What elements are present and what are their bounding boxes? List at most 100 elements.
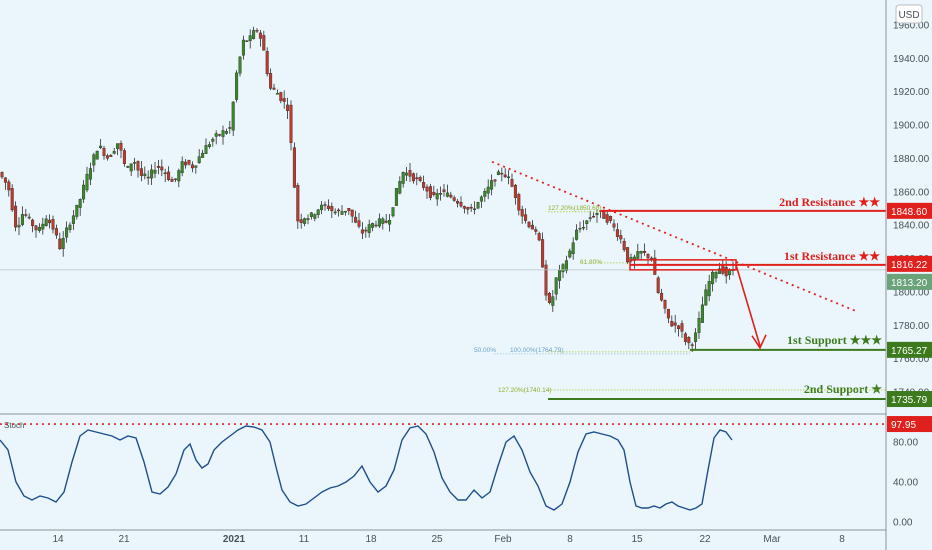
candle bbox=[381, 216, 385, 230]
candle-body bbox=[190, 164, 194, 169]
candle-body bbox=[82, 184, 86, 200]
candle-body bbox=[490, 180, 494, 190]
candle bbox=[343, 210, 347, 216]
candle bbox=[490, 174, 494, 196]
candle bbox=[473, 201, 477, 215]
candle bbox=[105, 153, 109, 161]
candle-body bbox=[306, 218, 310, 220]
candle-body bbox=[520, 209, 524, 217]
candle bbox=[126, 165, 130, 169]
candle-body bbox=[377, 218, 381, 227]
candle bbox=[660, 288, 664, 302]
resistance-1-badge-bg bbox=[887, 255, 932, 272]
candle-body bbox=[224, 131, 228, 134]
candle-body bbox=[303, 218, 307, 224]
stochastic-panel bbox=[0, 423, 886, 511]
candle bbox=[401, 171, 405, 188]
candle-body bbox=[425, 186, 429, 192]
candle-body bbox=[432, 191, 436, 195]
candle bbox=[354, 210, 358, 224]
candle bbox=[231, 100, 235, 137]
candle-body bbox=[343, 210, 347, 213]
candle-body bbox=[170, 179, 174, 182]
candle bbox=[442, 183, 446, 197]
candle bbox=[649, 256, 653, 262]
candle bbox=[503, 168, 507, 179]
candle bbox=[347, 207, 351, 215]
candle-body bbox=[214, 133, 218, 137]
support-1-badge: 1765.27 bbox=[887, 341, 932, 358]
candle bbox=[330, 202, 334, 219]
candle bbox=[129, 163, 133, 177]
candle bbox=[214, 130, 218, 145]
candle-body bbox=[187, 160, 191, 165]
candle bbox=[486, 179, 490, 200]
candle-body bbox=[371, 223, 375, 228]
candle-body bbox=[687, 337, 691, 344]
candle bbox=[612, 219, 616, 232]
candle-body bbox=[112, 151, 116, 154]
candle bbox=[656, 275, 660, 294]
candle bbox=[309, 211, 313, 220]
candle-body bbox=[146, 176, 150, 179]
candle-body bbox=[636, 251, 640, 259]
candle bbox=[320, 201, 324, 215]
candle bbox=[180, 156, 184, 177]
candle-body bbox=[578, 228, 582, 230]
time-axis-tick: 8 bbox=[839, 534, 845, 545]
candle-body bbox=[588, 217, 592, 219]
candle-body bbox=[197, 156, 201, 164]
candle bbox=[71, 209, 75, 230]
candle bbox=[462, 205, 466, 214]
price-axis-tick: 1860.00 bbox=[893, 187, 930, 198]
candle-body bbox=[299, 219, 303, 223]
price-candles bbox=[0, 26, 735, 353]
candle bbox=[469, 203, 473, 212]
time-axis-tick: 14 bbox=[52, 534, 64, 545]
candle bbox=[54, 224, 58, 239]
candle bbox=[204, 138, 208, 155]
candle-body bbox=[92, 154, 96, 166]
candle bbox=[221, 125, 225, 145]
candle bbox=[282, 90, 286, 109]
candle bbox=[78, 198, 82, 216]
candle bbox=[163, 168, 167, 183]
candle bbox=[37, 223, 41, 233]
candle-body bbox=[37, 227, 41, 231]
candle bbox=[85, 166, 89, 193]
candle bbox=[609, 215, 613, 224]
candle-body bbox=[564, 260, 568, 271]
candle bbox=[639, 250, 643, 261]
candle-body bbox=[558, 269, 562, 281]
candle bbox=[561, 262, 565, 279]
currency-badge[interactable]: USD bbox=[895, 4, 923, 24]
candle bbox=[272, 83, 276, 91]
candle bbox=[211, 137, 215, 147]
candle bbox=[136, 160, 140, 178]
candle-body bbox=[320, 204, 324, 211]
candle-body bbox=[289, 104, 293, 143]
candle-body bbox=[330, 206, 334, 212]
candle-body bbox=[388, 220, 392, 225]
candle-body bbox=[554, 277, 558, 295]
candle bbox=[146, 170, 150, 185]
candle bbox=[31, 218, 35, 233]
candle-body bbox=[666, 308, 670, 319]
candle-body bbox=[296, 185, 300, 222]
candle-body bbox=[20, 214, 24, 225]
candle-body bbox=[286, 104, 290, 111]
time-axis-tick: 11 bbox=[299, 534, 310, 545]
candle bbox=[170, 176, 174, 182]
candle-body bbox=[660, 292, 664, 301]
candle bbox=[513, 184, 517, 205]
candle-body bbox=[51, 219, 55, 230]
candle bbox=[296, 182, 300, 229]
candle-body bbox=[265, 51, 269, 75]
candle bbox=[704, 284, 708, 306]
candle-body bbox=[360, 229, 364, 234]
support-1-fib-label: 100.00%(1764.79) bbox=[510, 347, 564, 354]
time-axis-tick: 25 bbox=[431, 534, 443, 545]
candle bbox=[68, 222, 72, 233]
candle-body bbox=[3, 177, 7, 183]
candle bbox=[428, 183, 432, 201]
